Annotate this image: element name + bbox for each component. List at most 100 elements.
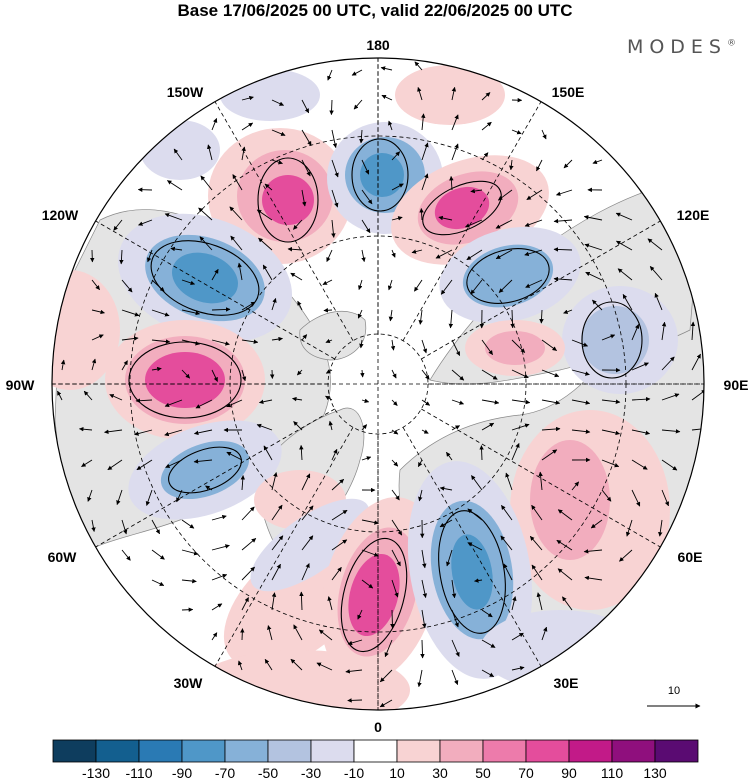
wind-vector	[357, 309, 363, 319]
wind-vector	[91, 279, 100, 291]
wind-vector	[361, 579, 374, 589]
wind-vector	[617, 268, 633, 281]
wind-vector	[390, 339, 396, 351]
wind-vector	[481, 639, 496, 648]
wind-vector	[358, 279, 363, 291]
wind-vector	[439, 486, 453, 491]
wind-vector	[211, 632, 218, 641]
wind-vector	[87, 489, 93, 502]
wind-vector	[471, 475, 483, 491]
wind-vector	[418, 489, 423, 502]
colorbar-tick-label: 10	[389, 765, 405, 781]
wind-vector	[181, 279, 196, 286]
wind-vector	[176, 489, 183, 503]
wind-vector	[631, 429, 651, 436]
wind-vector	[511, 129, 522, 135]
wind-vector	[121, 549, 131, 561]
streamline	[466, 248, 550, 304]
wind-vector	[531, 564, 543, 581]
wind-vector	[541, 129, 547, 140]
wind-vector	[451, 639, 460, 657]
wind-vector	[271, 297, 277, 311]
wind-vector	[271, 472, 278, 491]
wind-vector	[121, 519, 128, 535]
wind-vector	[481, 422, 495, 431]
wind-vector	[323, 308, 333, 313]
wind-vector	[91, 334, 104, 341]
colorbar-swatch	[396, 739, 441, 763]
colorbar-swatch	[482, 739, 527, 763]
wind-vector	[271, 336, 283, 342]
wind-vector	[541, 626, 548, 641]
wind-vector	[136, 459, 153, 471]
wind-vector	[391, 183, 404, 191]
wind-vector	[661, 429, 681, 434]
wind-vector	[287, 246, 303, 252]
colorbar-tick-label: -10	[344, 765, 364, 781]
wind-vector	[181, 549, 199, 556]
wind-vector	[631, 396, 651, 402]
wind-vector	[211, 369, 218, 382]
wind-vector	[622, 294, 633, 311]
wind-vector	[451, 86, 457, 101]
wind-vector	[353, 99, 363, 110]
streamline	[351, 138, 409, 212]
wind-vector	[241, 95, 254, 101]
wind-vector	[170, 246, 183, 252]
wind-vector	[503, 563, 513, 581]
colorbar-labels: -130 -110 -90 -70 -50 -30 -10 10 30 50 70 90 110 130	[82, 765, 667, 781]
wind-vector	[388, 120, 393, 131]
wind-vector	[509, 159, 514, 171]
streamline	[168, 446, 242, 494]
wind-vector	[661, 489, 670, 507]
wind-vector	[585, 271, 603, 281]
wind-vector	[237, 262, 243, 281]
wind-vector	[211, 307, 231, 312]
wind-vector	[361, 219, 371, 234]
colorbar-tick-label: 30	[432, 765, 448, 781]
wind-vector	[296, 369, 303, 376]
wind-vector	[193, 429, 213, 436]
wind-vector	[357, 609, 363, 620]
wind-vector	[619, 549, 633, 562]
wind-vector	[451, 369, 465, 381]
wind-vector	[451, 143, 459, 161]
wind-vector	[690, 321, 696, 341]
wind-vector	[481, 369, 498, 380]
negative-anomaly-110w	[117, 213, 293, 343]
wind-vector	[195, 399, 213, 409]
wind-vector	[497, 189, 513, 201]
colorbar-swatch	[353, 739, 398, 763]
wind-vector	[211, 544, 230, 551]
wind-vector	[649, 266, 663, 281]
wind-vector	[391, 399, 398, 406]
brand-name: MODES	[626, 36, 727, 58]
meridian-line	[214, 427, 354, 667]
wind-vector	[541, 369, 560, 378]
wind-vector	[271, 159, 283, 165]
wind-vector	[584, 243, 603, 251]
wind-vector	[420, 639, 425, 659]
meridian-line	[95, 408, 335, 548]
positive-anomaly-90w	[52, 270, 265, 440]
colorbar-swatch	[95, 739, 140, 763]
colorbar-boxes	[52, 739, 699, 763]
wind-vector	[451, 114, 459, 131]
wind-vector	[241, 369, 247, 382]
wind-vector	[271, 504, 283, 521]
wind-vector	[205, 485, 213, 491]
wind-vector	[258, 399, 273, 404]
wind-vector	[327, 596, 333, 611]
colorbar-swatch	[267, 739, 312, 763]
meridian-line	[214, 101, 354, 341]
wind-vector	[419, 208, 424, 221]
meridian-line	[95, 220, 335, 360]
wind-vector	[557, 509, 573, 521]
wind-vector	[145, 489, 153, 506]
wind-vector	[326, 249, 333, 263]
wind-vector	[440, 279, 453, 295]
meridians	[52, 58, 704, 710]
wind-vector	[466, 249, 483, 261]
wind-vector	[211, 573, 228, 581]
wind-vector	[322, 279, 333, 286]
